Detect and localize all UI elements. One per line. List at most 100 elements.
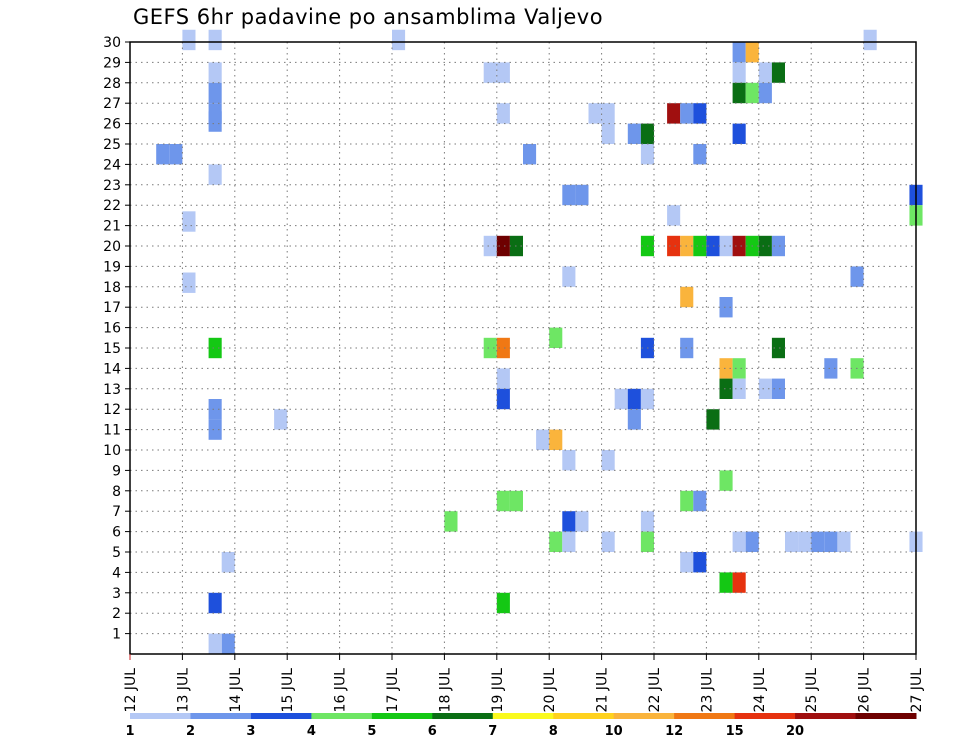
heatmap-cell xyxy=(863,29,877,51)
y-tick-label: 11 xyxy=(103,423,121,439)
colorbar-swatch xyxy=(190,713,252,719)
heatmap-cell xyxy=(392,29,406,51)
y-tick-label: 16 xyxy=(103,321,121,337)
heatmap-cell xyxy=(483,235,497,257)
x-tick-label: 26 JUL xyxy=(857,668,873,713)
heatmap-cell xyxy=(208,337,222,359)
heatmap-cell xyxy=(627,123,641,144)
heatmap-cell xyxy=(706,235,720,257)
heatmap-cell xyxy=(719,470,733,491)
y-tick-label: 14 xyxy=(103,361,121,377)
heatmap-cell xyxy=(693,144,707,165)
heatmap-cell xyxy=(496,592,510,614)
y-tick-label: 23 xyxy=(103,178,121,194)
x-tick-label: 17 JUL xyxy=(385,668,401,713)
heatmap-cell xyxy=(182,211,196,232)
y-tick-label: 29 xyxy=(103,55,121,71)
colorbar-swatch xyxy=(674,713,736,719)
heatmap-cell xyxy=(208,164,222,185)
heatmap-cell xyxy=(811,531,825,552)
heatmap-cell xyxy=(732,235,746,257)
colorbar-label: 2 xyxy=(186,724,195,739)
heatmap-cell xyxy=(601,531,615,552)
heatmap-cell xyxy=(640,123,654,144)
heatmap-cell xyxy=(549,429,563,450)
heatmap-cell xyxy=(667,103,681,124)
heatmap-cell xyxy=(771,62,785,83)
heatmap-cell xyxy=(719,297,733,318)
heatmap-cell xyxy=(693,490,707,512)
heatmap-cell xyxy=(771,337,785,359)
heatmap-cell xyxy=(496,235,510,257)
heatmap-cell xyxy=(549,531,563,552)
heatmap-cell xyxy=(496,103,510,124)
y-tick-label: 6 xyxy=(112,525,121,541)
heatmap-cell xyxy=(208,633,222,654)
y-tick-label: 28 xyxy=(103,76,121,92)
heatmap-cell xyxy=(667,235,681,257)
y-tick-label: 3 xyxy=(112,586,121,602)
y-tick-label: 19 xyxy=(103,259,121,275)
heatmap-cell xyxy=(601,450,615,471)
colorbar-label: 6 xyxy=(428,724,437,739)
heatmap-cell xyxy=(483,337,497,359)
chart-title: GEFS 6hr padavine po ansamblima Valjevo xyxy=(133,5,604,29)
heatmap-cell xyxy=(221,552,235,573)
heatmap-cell xyxy=(496,62,510,83)
heatmap-cell xyxy=(758,378,772,399)
heatmap-cell xyxy=(496,490,510,512)
x-tick-label: 27 JUL xyxy=(909,668,925,713)
colorbar-swatch xyxy=(371,713,433,719)
heatmap-cell xyxy=(693,103,707,124)
heatmap-cell xyxy=(680,103,694,124)
x-tick-label: 20 JUL xyxy=(542,668,558,713)
heatmap-cell xyxy=(771,378,785,399)
heatmap-cell xyxy=(732,42,746,63)
colorbar-label: 10 xyxy=(605,724,623,739)
heatmap-cell xyxy=(182,272,196,293)
heatmap-cell xyxy=(771,235,785,257)
heatmap-cell xyxy=(732,378,746,399)
heatmap-cell xyxy=(156,144,170,165)
heatmap-cell xyxy=(627,409,641,430)
heatmap-cell xyxy=(208,82,222,104)
x-tick-label: 16 JUL xyxy=(333,668,349,713)
heatmap-cell xyxy=(208,592,222,614)
y-tick-label: 12 xyxy=(103,402,121,418)
heatmap-cell xyxy=(719,235,733,257)
x-tick-label: 24 JUL xyxy=(752,668,768,713)
heatmap-cell xyxy=(575,511,589,532)
x-axis: 12 JUL 13 JUL 14 JUL 15 JUL 16 JUL 17 JUL 18 J… xyxy=(123,654,925,712)
heatmap-cell xyxy=(680,286,694,308)
x-tick-label: 23 JUL xyxy=(699,668,715,713)
heatmap-cell xyxy=(208,29,222,51)
heatmap-cell xyxy=(208,62,222,83)
heatmap-cell xyxy=(693,552,707,573)
colorbar-swatch xyxy=(734,713,796,719)
y-tick-label: 15 xyxy=(103,341,121,357)
y-tick-label: 2 xyxy=(112,606,121,622)
x-tick-label: 18 JUL xyxy=(437,668,453,713)
colorbar-label: 12 xyxy=(665,724,683,739)
colorbar-label: 5 xyxy=(367,724,376,739)
heatmap-cell xyxy=(785,531,799,552)
heatmap-cell xyxy=(640,388,654,410)
heatmap-cell xyxy=(732,572,746,593)
heatmap-cell xyxy=(614,388,628,410)
x-tick-label: 21 JUL xyxy=(595,668,611,713)
x-tick-label: 15 JUL xyxy=(280,668,296,713)
x-tick-label: 25 JUL xyxy=(804,668,820,713)
colorbar-swatch xyxy=(492,713,554,719)
x-tick-label: 13 JUL xyxy=(175,668,191,713)
y-tick-label: 1 xyxy=(112,627,121,643)
colorbar-label: 20 xyxy=(786,724,804,739)
colorbar: 1 2 3 4 5 6 7 8 10 12 15 20 xyxy=(125,713,917,739)
cells-layer xyxy=(156,29,923,654)
colorbar-swatch xyxy=(795,713,857,719)
heatmap-cell xyxy=(182,29,196,51)
colorbar-swatch xyxy=(613,713,675,719)
heatmap-cell xyxy=(745,82,759,104)
heatmap-cell xyxy=(680,490,694,512)
heatmap-cell xyxy=(496,337,510,359)
